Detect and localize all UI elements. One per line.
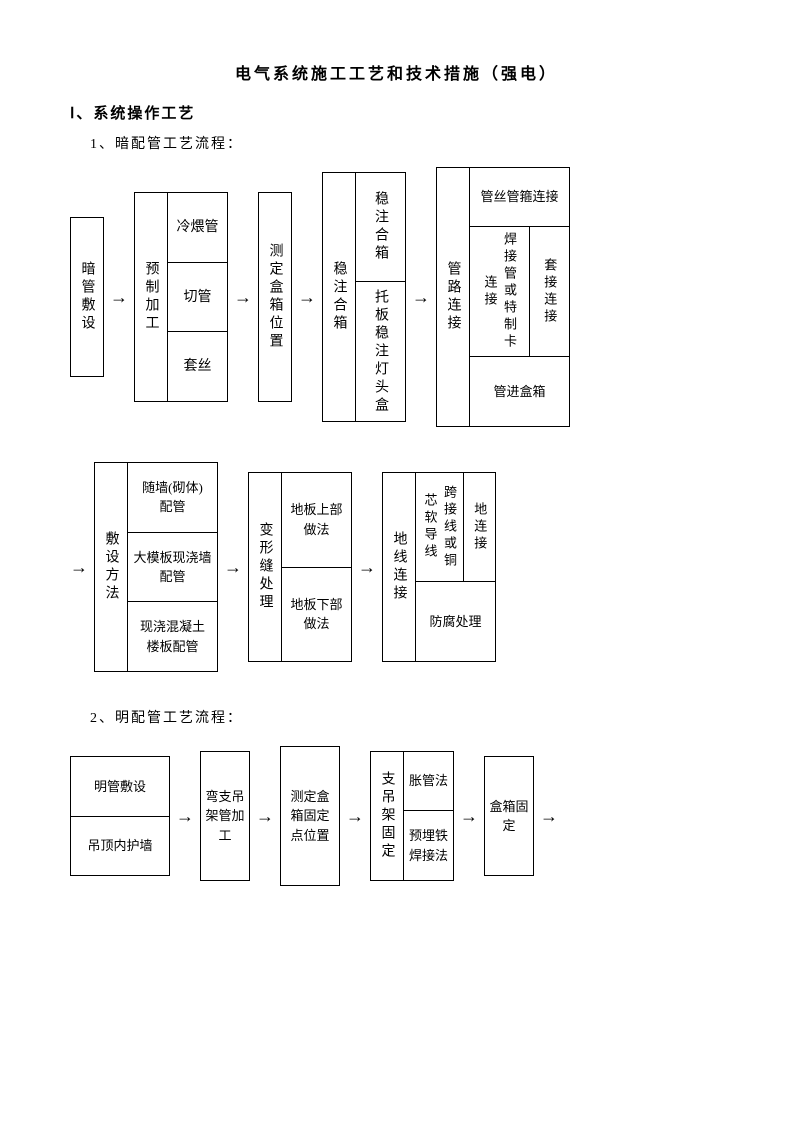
node-weld-pipe-clip: 焊接管或特制卡连接 (470, 227, 530, 357)
node-bracket-fix-label: 支吊架固定 (370, 751, 404, 881)
node-ground-connect: 地连接 (464, 472, 496, 582)
node-embed-weld: 预埋铁焊接法 (404, 811, 454, 881)
node-floor-upper: 地板上部做法 (282, 472, 352, 568)
node-prefab-items: 冷煨管 切管 套丝 (168, 192, 228, 402)
node-socket-connect: 套接连接 (530, 227, 570, 357)
node-layout-method-items: 随墙(砌体) 配管 大模板现浇墙配管 现浇混凝土 楼板配管 (128, 462, 218, 672)
arrow-icon: → (228, 288, 258, 306)
node-cold-bend: 冷煨管 (168, 192, 228, 263)
node-cut-pipe: 切管 (168, 263, 228, 333)
flow-row-1: 暗管敷设 → 预制加工 冷煨管 切管 套丝 → 测定盒箱位置 → 稳注合箱 稳注… (70, 167, 723, 427)
node-thread: 套丝 (168, 332, 228, 402)
arrow-icon: → (104, 288, 134, 306)
node-bracket-fix-group: 支吊架固定 胀管法 预埋铁焊接法 (370, 751, 454, 881)
node-bracket-fix-items: 胀管法 预埋铁焊接法 (404, 751, 454, 881)
node-large-formwork: 大模板现浇墙配管 (128, 533, 218, 603)
node-pipe-connect-group: 管路连接 管丝管箍连接 焊接管或特制卡连接 套接连接 管进盒箱 (436, 167, 570, 427)
node-ground-wire-items: 跨接线或铜芯软导线 地连接 防腐处理 (416, 472, 496, 662)
node-expansion-pipe: 胀管法 (404, 751, 454, 811)
node-prefab-label: 预制加工 (134, 192, 168, 402)
arrow-icon: → (534, 807, 564, 825)
node-stabilize-group: 稳注合箱 稳注合箱 托板稳注灯头盒 (322, 172, 406, 422)
flow-row-2: → 敷设方法 随墙(砌体) 配管 大模板现浇墙配管 现浇混凝土 楼板配管 → 变… (70, 457, 723, 677)
node-floor-lower: 地板下部做法 (282, 568, 352, 663)
node-stabilize-label: 稳注合箱 (322, 172, 356, 422)
node-bend-bracket: 弯支吊架管加工 (200, 751, 250, 881)
node-layout-method-group: 敷设方法 随墙(砌体) 配管 大模板现浇墙配管 现浇混凝土 楼板配管 (94, 462, 218, 672)
node-stabilize-items: 稳注合箱 托板稳注灯头盒 (356, 172, 406, 422)
arrow-icon: → (406, 288, 436, 306)
node-pipe-connect-label: 管路连接 (436, 167, 470, 427)
arrow-icon: → (340, 807, 370, 825)
page-title: 电气系统施工工艺和技术措施（强电） (70, 60, 723, 84)
node-prefab-group: 预制加工 冷煨管 切管 套丝 (134, 192, 228, 402)
node-dark-pipe-layout: 暗管敷设 (70, 217, 104, 377)
section-heading: Ⅰ、系统操作工艺 (70, 102, 723, 123)
arrow-icon: → (170, 807, 200, 825)
subsection-1: 1、暗配管工艺流程： (90, 133, 723, 153)
arrow-icon: → (454, 807, 484, 825)
arrow-icon: → (218, 558, 248, 576)
node-open-pipe-group: 明管敷设 吊顶内护墙 (70, 756, 170, 876)
arrow-icon: → (250, 807, 280, 825)
node-measure-fix-point: 测定盒箱固定点位置 (280, 746, 340, 886)
node-measure-box-pos: 测定盒箱位置 (258, 192, 292, 402)
node-anticorrosion: 防腐处理 (416, 582, 496, 662)
node-ground-wire-label: 地线连接 (382, 472, 416, 662)
subsection-2: 2、明配管工艺流程： (90, 707, 723, 727)
node-thread-coupling: 管丝管箍连接 (470, 167, 570, 227)
arrow-icon: → (292, 288, 322, 306)
node-cast-slab: 现浇混凝土 楼板配管 (128, 602, 218, 672)
node-deform-joint-items: 地板上部做法 地板下部做法 (282, 472, 352, 662)
node-ground-wire-group: 地线连接 跨接线或铜芯软导线 地连接 防腐处理 (382, 472, 496, 662)
node-support-lamp-box: 托板稳注灯头盒 (356, 282, 406, 422)
node-open-pipe-layout: 明管敷设 (70, 756, 170, 817)
node-pipe-connect-items: 管丝管箍连接 焊接管或特制卡连接 套接连接 管进盒箱 (470, 167, 570, 427)
node-wall-masonry: 随墙(砌体) 配管 (128, 462, 218, 533)
arrow-icon: → (70, 558, 94, 576)
node-box-fix: 盒箱固定 (484, 756, 534, 876)
node-deform-joint-label: 变形缝处理 (248, 472, 282, 662)
node-deform-joint-group: 变形缝处理 地板上部做法 地板下部做法 (248, 472, 352, 662)
node-ceiling-wall: 吊顶内护墙 (70, 817, 170, 877)
node-pipe-into-box: 管进盒箱 (470, 357, 570, 427)
node-stabilize-box: 稳注合箱 (356, 172, 406, 282)
arrow-icon: → (352, 558, 382, 576)
flow-row-3: 明管敷设 吊顶内护墙 → 弯支吊架管加工 → 测定盒箱固定点位置 → 支吊架固定… (70, 741, 723, 891)
node-jumper-cu-soft: 跨接线或铜芯软导线 (416, 472, 464, 582)
node-layout-method-label: 敷设方法 (94, 462, 128, 672)
